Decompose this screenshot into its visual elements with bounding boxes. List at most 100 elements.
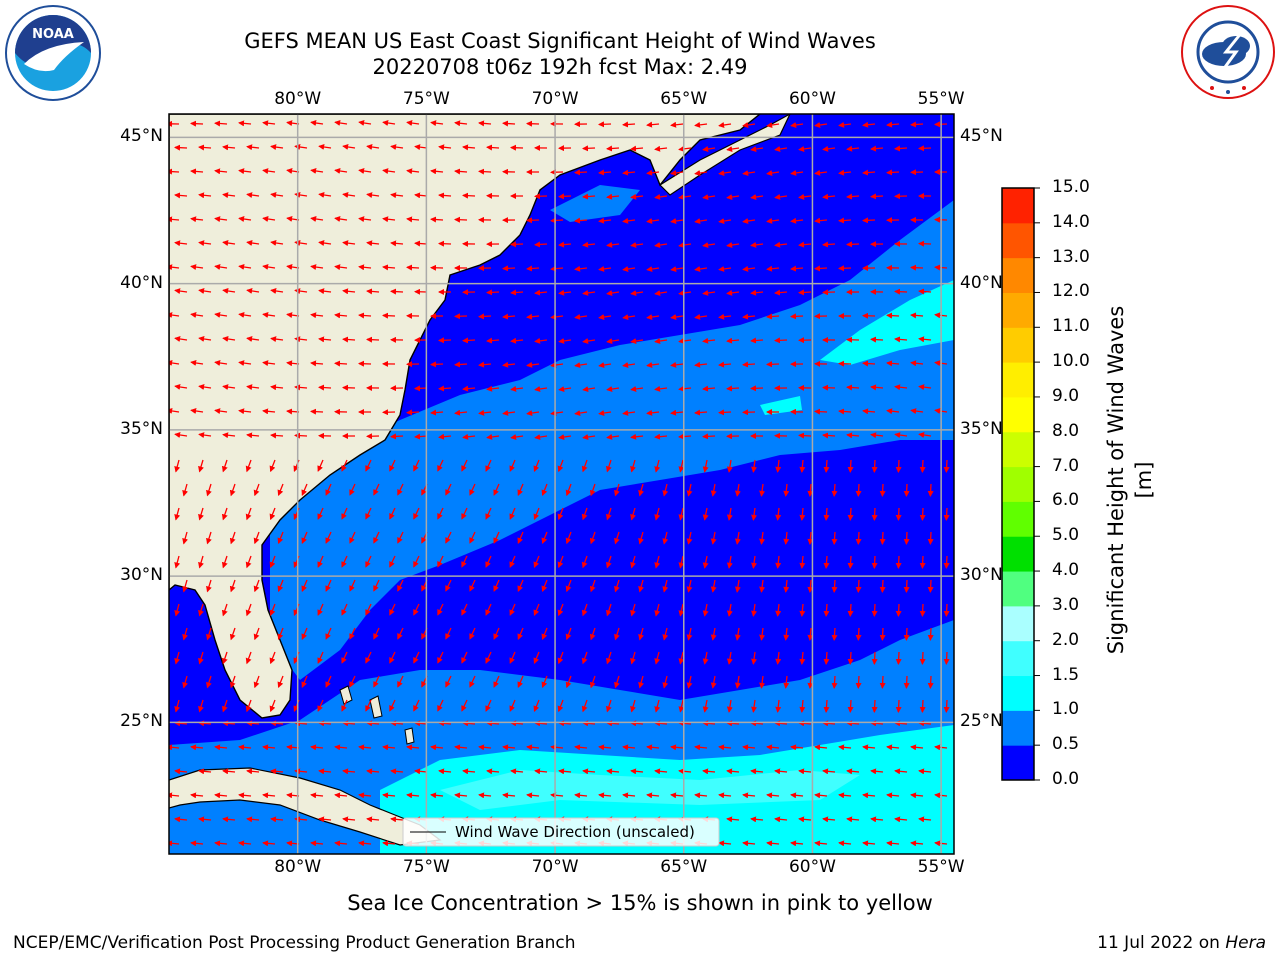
wave-direction-arrow (582, 768, 596, 775)
footer-machine: Hera (1225, 933, 1266, 953)
wave-direction-arrow (557, 459, 564, 473)
wave-direction-arrow (174, 383, 188, 390)
wave-direction-arrow (469, 579, 476, 592)
wave-direction-arrow (918, 336, 932, 343)
wave-direction-arrow (589, 579, 596, 593)
lat-tick-right: 40°N (960, 272, 1003, 293)
wave-direction-arrow (509, 603, 516, 616)
wave-direction-arrow (654, 651, 661, 665)
wave-direction-arrow (831, 531, 838, 545)
wave-direction-arrow (790, 840, 804, 847)
wave-direction-arrow (831, 675, 838, 689)
wave-direction-arrow (870, 193, 884, 200)
wave-direction-arrow (606, 338, 620, 345)
wave-direction-arrow (574, 169, 588, 176)
wave-direction-arrow (509, 651, 516, 664)
wave-direction-arrow (799, 699, 806, 713)
wave-direction-arrow (238, 263, 252, 270)
wave-direction-arrow (318, 384, 332, 391)
wave-direction-arrow (397, 579, 404, 592)
wave-direction-arrow (847, 651, 854, 665)
wave-direction-arrow (214, 216, 228, 223)
wave-direction-arrow (742, 744, 756, 751)
wave-direction-arrow (718, 361, 732, 368)
wave-direction-arrow (871, 651, 878, 665)
wave-direction-arrow (502, 409, 516, 416)
wave-direction-arrow (565, 675, 572, 689)
wave-direction-arrow (325, 627, 332, 640)
wave-direction-arrow (413, 699, 420, 712)
wave-direction-arrow (790, 169, 804, 176)
wave-direction-arrow (445, 531, 452, 544)
wave-direction-arrow (710, 675, 717, 689)
wave-direction-arrow (406, 744, 420, 751)
wave-direction-arrow (742, 122, 756, 128)
wave-direction-arrow (390, 288, 404, 295)
wave-direction-arrow (318, 143, 332, 150)
wave-direction-arrow (646, 266, 660, 273)
wave-direction-arrow (222, 432, 236, 439)
wave-direction-arrow (406, 792, 420, 799)
wave-direction-arrow (174, 555, 181, 569)
wave-direction-arrow (582, 386, 596, 393)
wave-direction-arrow (775, 459, 782, 473)
wave-direction-arrow (742, 840, 756, 847)
wave-direction-arrow (605, 459, 612, 473)
wave-direction-arrow (461, 555, 468, 568)
wave-direction-arrow (726, 146, 740, 152)
wave-direction-arrow (630, 338, 644, 345)
wave-direction-arrow (558, 434, 572, 441)
wave-direction-arrow (461, 603, 468, 616)
wave-direction-arrow (317, 603, 324, 616)
wave-direction-arrow (894, 336, 908, 343)
wave-direction-arrow (726, 289, 740, 296)
wave-direction-arrow (814, 792, 828, 799)
wave-direction-arrow (910, 792, 924, 799)
wave-direction-arrow (670, 314, 684, 320)
wave-direction-arrow (325, 579, 332, 592)
wave-direction-arrow (870, 384, 884, 391)
wave-direction-arrow (565, 579, 572, 593)
wave-direction-arrow (862, 840, 876, 847)
wave-direction-arrow (238, 792, 252, 799)
wave-direction-arrow (846, 145, 860, 152)
wave-direction-arrow (198, 555, 204, 569)
wave-direction-arrow (366, 816, 380, 823)
wave-direction-arrow (389, 459, 396, 472)
wave-direction-arrow (927, 627, 934, 641)
lat-tick-left: 25°N (120, 711, 163, 732)
wave-direction-arrow (646, 744, 660, 751)
wave-direction-arrow (238, 744, 252, 751)
wave-direction-arrow (558, 337, 572, 344)
wave-direction-arrow (365, 651, 372, 664)
wave-direction-arrow (334, 119, 348, 126)
lon-tick-top: 55°W (917, 89, 965, 109)
wave-direction-arrow (694, 313, 708, 320)
wave-direction-arrow (365, 459, 372, 472)
wave-direction-arrow (486, 289, 500, 296)
wave-direction-arrow (630, 699, 636, 713)
wave-direction-arrow (798, 432, 812, 439)
wave-direction-arrow (918, 768, 932, 775)
wave-direction-arrow (814, 122, 828, 128)
wave-direction-arrow (325, 675, 332, 688)
wave-direction-arrow (246, 336, 260, 342)
wave-direction-arrow (879, 579, 886, 593)
wave-direction-arrow (413, 651, 420, 664)
wave-direction-arrow (174, 459, 181, 473)
wave-direction-arrow (310, 264, 324, 271)
wave-direction-arrow (222, 816, 236, 823)
wave-direction-arrow (334, 840, 348, 847)
wave-direction-arrow (365, 603, 372, 616)
wave-direction-arrow (574, 362, 588, 368)
wave-direction-arrow (686, 483, 693, 497)
wave-direction-arrow (526, 792, 540, 799)
colorbar-segment (1002, 362, 1034, 398)
colorbar-segment (1002, 466, 1034, 502)
wave-direction-arrow (221, 507, 228, 521)
wave-direction-arrow (783, 579, 790, 593)
wave-direction-arrow (910, 312, 924, 319)
wave-direction-arrow (269, 603, 276, 617)
wave-direction-arrow (454, 361, 468, 368)
wave-direction-arrow (310, 840, 324, 847)
